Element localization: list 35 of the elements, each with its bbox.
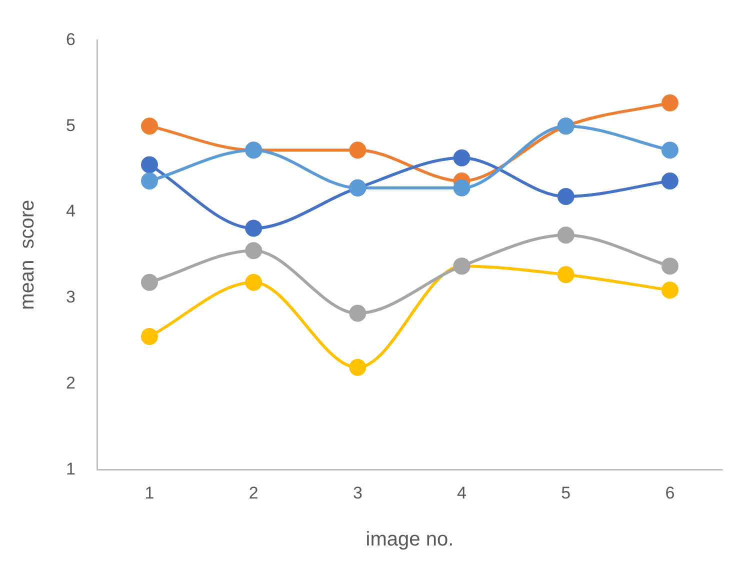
x-tick-label: 3 bbox=[352, 483, 362, 502]
point bbox=[245, 274, 262, 291]
y-tick-label: 2 bbox=[66, 373, 76, 392]
point bbox=[661, 142, 678, 159]
point bbox=[141, 274, 158, 291]
x-tick-label: 1 bbox=[144, 483, 154, 502]
y-axis-title: mean score bbox=[16, 200, 39, 310]
point bbox=[557, 188, 574, 205]
point bbox=[349, 358, 366, 376]
y-tick-label: 6 bbox=[66, 30, 76, 49]
x-tick-label: 5 bbox=[561, 483, 571, 502]
point bbox=[661, 282, 678, 299]
y-tick-label: 1 bbox=[66, 459, 76, 478]
point bbox=[661, 258, 678, 275]
point bbox=[141, 118, 158, 135]
y-tick-label: 3 bbox=[66, 288, 76, 307]
x-tick-label: 2 bbox=[248, 483, 258, 502]
point bbox=[349, 304, 366, 322]
point bbox=[141, 156, 158, 174]
point bbox=[661, 94, 678, 112]
point bbox=[141, 172, 158, 190]
y-tick-label: 4 bbox=[66, 202, 76, 221]
point bbox=[557, 266, 574, 284]
point bbox=[661, 172, 678, 190]
x-axis-title: image no. bbox=[366, 528, 454, 551]
point bbox=[453, 149, 470, 166]
point bbox=[141, 328, 158, 345]
x-tick-label: 4 bbox=[457, 483, 467, 502]
point bbox=[245, 220, 262, 237]
point bbox=[557, 226, 574, 244]
point bbox=[245, 242, 262, 260]
point bbox=[453, 179, 470, 196]
y-tick-label: 5 bbox=[66, 116, 76, 135]
point bbox=[349, 142, 366, 159]
x-tick-label: 6 bbox=[665, 483, 675, 502]
